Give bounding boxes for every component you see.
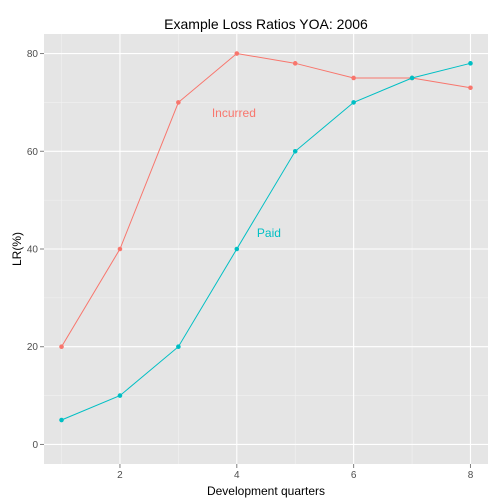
series-label-paid: Paid bbox=[257, 226, 281, 240]
data-point-paid bbox=[292, 148, 298, 154]
x-tick-label: 8 bbox=[468, 470, 474, 481]
y-axis-label: LR(%) bbox=[10, 232, 24, 266]
x-tick-label: 6 bbox=[351, 470, 357, 481]
series-layer: Incurred Paid bbox=[59, 51, 473, 423]
data-point-paid bbox=[234, 246, 240, 252]
y-tick-label: 60 bbox=[27, 147, 39, 158]
data-point-paid bbox=[59, 417, 64, 423]
data-point-paid bbox=[409, 75, 415, 81]
data-point-paid bbox=[117, 393, 123, 398]
data-point-paid bbox=[176, 344, 181, 350]
data-point-paid bbox=[351, 100, 356, 105]
series-line-incurred bbox=[61, 53, 471, 347]
x-tick-label: 2 bbox=[117, 470, 123, 481]
data-point-incurred bbox=[117, 246, 123, 252]
data-point-incurred bbox=[292, 61, 298, 66]
data-point-incurred bbox=[176, 100, 181, 105]
y-tick-label: 20 bbox=[27, 342, 39, 353]
series-line-paid bbox=[61, 62, 471, 421]
series-label-incurred: Incurred bbox=[212, 106, 256, 120]
data-point-paid bbox=[468, 61, 473, 66]
y-tick-label: 40 bbox=[27, 245, 39, 256]
data-point-incurred bbox=[59, 344, 64, 350]
data-point-incurred bbox=[351, 75, 356, 81]
x-axis-label: Development quarters bbox=[207, 484, 325, 498]
y-tick-label: 80 bbox=[27, 49, 39, 60]
chart-title: Example Loss Ratios YOA: 2006 bbox=[164, 16, 368, 32]
y-tick-label: 0 bbox=[32, 440, 38, 451]
x-tick-label: 4 bbox=[234, 470, 240, 481]
data-point-incurred bbox=[234, 51, 240, 56]
data-point-incurred bbox=[468, 85, 473, 91]
